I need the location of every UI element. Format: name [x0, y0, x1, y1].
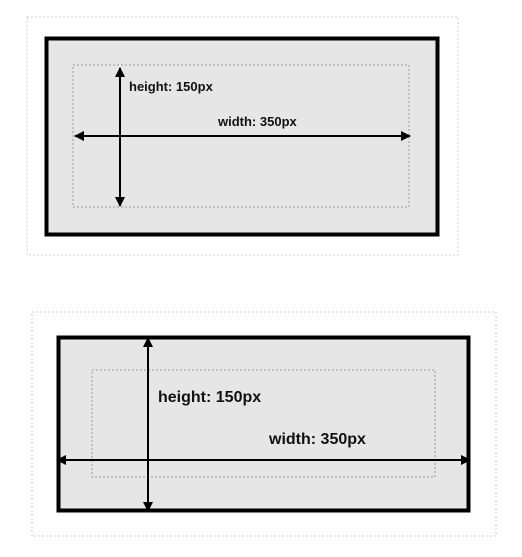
height-label: height: 150px [129, 79, 214, 94]
margin-outline [26, 16, 459, 256]
margin-outline [31, 311, 497, 537]
content-outline [72, 64, 410, 208]
bordered-box [56, 335, 471, 513]
width-label: width: 350px [217, 114, 298, 129]
diagram-content-box: height: 150px width: 350px [26, 16, 459, 256]
height-label: height: 150px [158, 389, 261, 406]
diagram-border-box: height: 150px width: 350px [31, 311, 497, 537]
content-outline [91, 369, 436, 478]
width-label: width: 350px [268, 431, 366, 448]
